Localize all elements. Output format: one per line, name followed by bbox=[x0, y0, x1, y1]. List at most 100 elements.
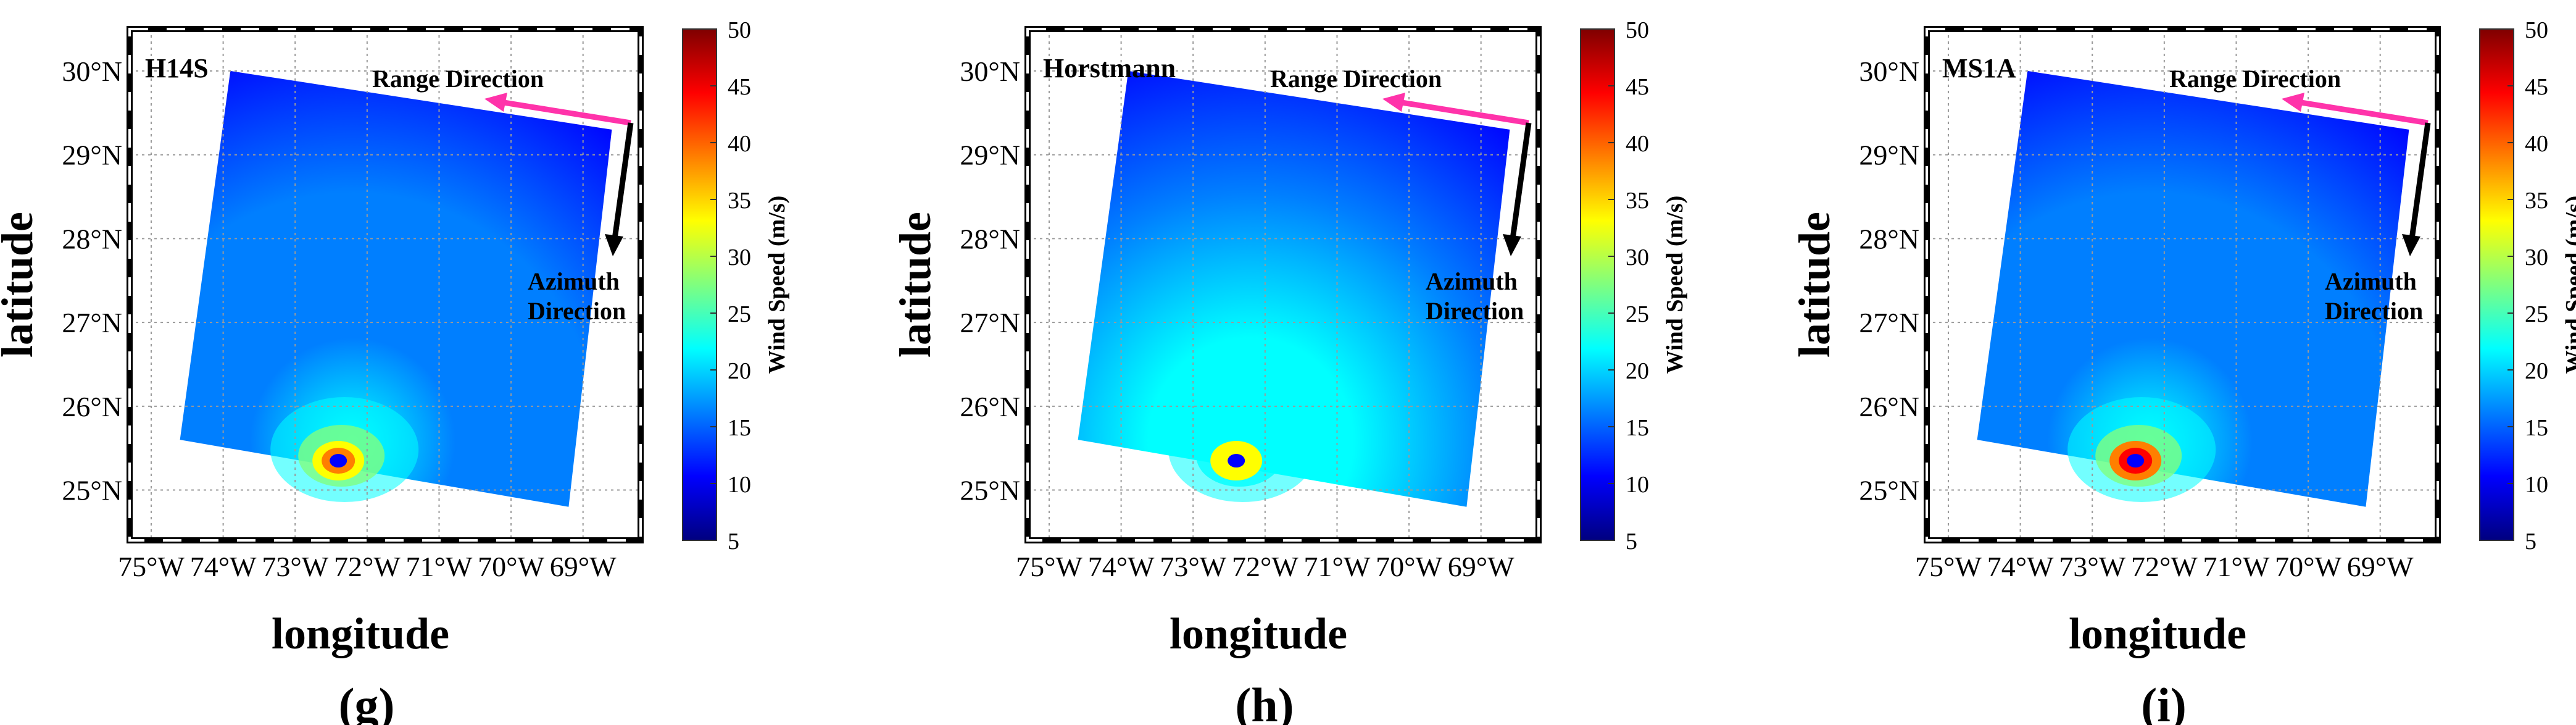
x-tick-label: 72°W bbox=[2131, 551, 2198, 582]
panel-i: 75°W 74°W 73°W 72°W 71°W 70°W 69°W 25°N 26°N 27°N… bbox=[1790, 17, 2576, 725]
azimuth-arrowhead bbox=[2402, 234, 2420, 256]
colorbar-title: Wind Speed (m/s) bbox=[2561, 196, 2576, 374]
colorbar bbox=[1580, 28, 1615, 541]
azimuth-label-line1: Azimuth bbox=[2325, 267, 2417, 295]
range-arrowhead bbox=[484, 93, 507, 112]
y-tick-label: 26°N bbox=[62, 391, 122, 422]
range-direction-label: Range Direction bbox=[1270, 65, 1442, 93]
colorbar-tick-label: 50 bbox=[728, 17, 751, 43]
x-tick-label: 69°W bbox=[1448, 551, 1514, 582]
colorbar-tick-label: 40 bbox=[728, 131, 751, 157]
colorbar-tick-label: 5 bbox=[2525, 529, 2537, 555]
y-tick-label: 28°N bbox=[1859, 223, 1919, 254]
panel-title: H14S bbox=[145, 53, 209, 83]
azimuth-label-line2: Direction bbox=[2325, 297, 2423, 325]
range-direction-arrow bbox=[1397, 99, 1529, 126]
x-axis-title: longitude bbox=[1170, 609, 1347, 658]
colorbar-title: Wind Speed (m/s) bbox=[764, 196, 790, 374]
y-tick-label: 29°N bbox=[62, 140, 122, 171]
azimuth-label-line1: Azimuth bbox=[1426, 267, 1518, 295]
y-axis-title: latitude bbox=[891, 212, 940, 358]
x-tick-label: 70°W bbox=[1376, 551, 1442, 582]
y-tick-label: 25°N bbox=[62, 475, 122, 506]
grid-lines bbox=[1927, 29, 2438, 540]
y-tick-label: 26°N bbox=[960, 391, 1020, 422]
x-axis-title: longitude bbox=[2069, 609, 2246, 658]
x-tick-label: 70°W bbox=[478, 551, 544, 582]
colorbar-title: Wind Speed (m/s) bbox=[1662, 196, 1688, 374]
colorbar-tick-label: 20 bbox=[728, 358, 751, 384]
hurricane-eye bbox=[2067, 397, 2216, 503]
range-direction-label: Range Direction bbox=[372, 65, 544, 93]
azimuth-label-line2: Direction bbox=[528, 297, 626, 325]
panel-h: 75°W 74°W 73°W 72°W 71°W 70°W 69°W 25°N 26°N 27°N… bbox=[891, 17, 1688, 725]
colorbar-tick-label: 40 bbox=[2525, 131, 2548, 157]
panel-title: MS1A bbox=[1942, 53, 2016, 83]
x-tick-label: 75°W bbox=[118, 551, 185, 582]
subfigure-label: (i) bbox=[2141, 678, 2187, 725]
subfigure-label: (g) bbox=[339, 678, 395, 725]
hurricane-eye bbox=[270, 397, 419, 503]
colorbar-tick-label: 30 bbox=[728, 245, 751, 270]
panel-g: 75°W 74°W 73°W 72°W 71°W 70°W 69°W 25°N 26°N 27°N… bbox=[0, 17, 790, 725]
azimuth-label-line1: Azimuth bbox=[528, 267, 620, 295]
colorbar-tick-label: 25 bbox=[1626, 301, 1649, 327]
colorbar-tick-label: 50 bbox=[1626, 17, 1649, 43]
y-tick-label: 30°N bbox=[960, 56, 1020, 87]
wind-swath bbox=[180, 70, 612, 507]
x-tick-label: 74°W bbox=[1987, 551, 2054, 582]
azimuth-arrowhead bbox=[605, 234, 623, 256]
colorbar-tick-label: 5 bbox=[1626, 529, 1637, 555]
panel-title: Horstmann bbox=[1043, 53, 1176, 83]
y-tick-label: 28°N bbox=[62, 223, 122, 254]
x-tick-label: 75°W bbox=[1915, 551, 1982, 582]
y-tick-label: 30°N bbox=[1859, 56, 1919, 87]
colorbar-tick-label: 45 bbox=[2525, 74, 2548, 100]
subfigure-label: (h) bbox=[1235, 678, 1294, 725]
y-tick-label: 25°N bbox=[960, 475, 1020, 506]
y-axis-title: latitude bbox=[1790, 212, 1839, 358]
colorbar-tick-label: 25 bbox=[2525, 301, 2548, 327]
colorbar-tick-label: 50 bbox=[2525, 17, 2548, 43]
x-tick-label: 69°W bbox=[2347, 551, 2414, 582]
colorbar-tick-label: 45 bbox=[728, 74, 751, 100]
hurricane-eye bbox=[1168, 397, 1317, 503]
x-tick-label: 73°W bbox=[2059, 551, 2125, 582]
colorbar-tick-label: 15 bbox=[2525, 415, 2548, 441]
colorbar-tick-label: 40 bbox=[1626, 131, 1649, 157]
azimuth-direction-arrow bbox=[612, 122, 634, 240]
y-axis-title: latitude bbox=[0, 212, 42, 358]
azimuth-arrowhead bbox=[1503, 234, 1521, 256]
grid-lines bbox=[130, 29, 641, 540]
y-tick-label: 26°N bbox=[1859, 391, 1919, 422]
range-direction-arrow bbox=[499, 99, 631, 126]
range-arrowhead bbox=[1382, 93, 1405, 112]
azimuth-label-line2: Direction bbox=[1426, 297, 1524, 325]
y-tick-label: 25°N bbox=[1859, 475, 1919, 506]
y-tick-label: 29°N bbox=[1859, 140, 1919, 171]
colorbar-tick-label: 10 bbox=[728, 472, 751, 498]
colorbar-tick-label: 15 bbox=[1626, 415, 1649, 441]
x-tick-label: 73°W bbox=[1160, 551, 1226, 582]
colorbar-tick-label: 35 bbox=[1626, 188, 1649, 214]
colorbar-tick-label: 30 bbox=[2525, 245, 2548, 270]
colorbar-tick-label: 20 bbox=[1626, 358, 1649, 384]
colorbar-tick-label: 45 bbox=[1626, 74, 1649, 100]
y-tick-label: 27°N bbox=[62, 307, 122, 338]
colorbar-tick-label: 10 bbox=[1626, 472, 1649, 498]
x-tick-label: 75°W bbox=[1016, 551, 1082, 582]
range-direction-label: Range Direction bbox=[2169, 65, 2341, 93]
x-tick-label: 73°W bbox=[262, 551, 328, 582]
colorbar-tick-label: 35 bbox=[2525, 188, 2548, 214]
azimuth-direction-arrow bbox=[1510, 122, 1532, 240]
x-tick-label: 72°W bbox=[1232, 551, 1298, 582]
colorbar-tick-label: 30 bbox=[1626, 245, 1649, 270]
colorbar-tick-label: 5 bbox=[728, 529, 739, 555]
y-tick-label: 30°N bbox=[62, 56, 122, 87]
wind-swath bbox=[1977, 70, 2409, 507]
x-tick-label: 71°W bbox=[2203, 551, 2270, 582]
x-tick-label: 72°W bbox=[334, 551, 401, 582]
x-tick-label: 69°W bbox=[550, 551, 617, 582]
y-tick-label: 27°N bbox=[960, 307, 1020, 338]
